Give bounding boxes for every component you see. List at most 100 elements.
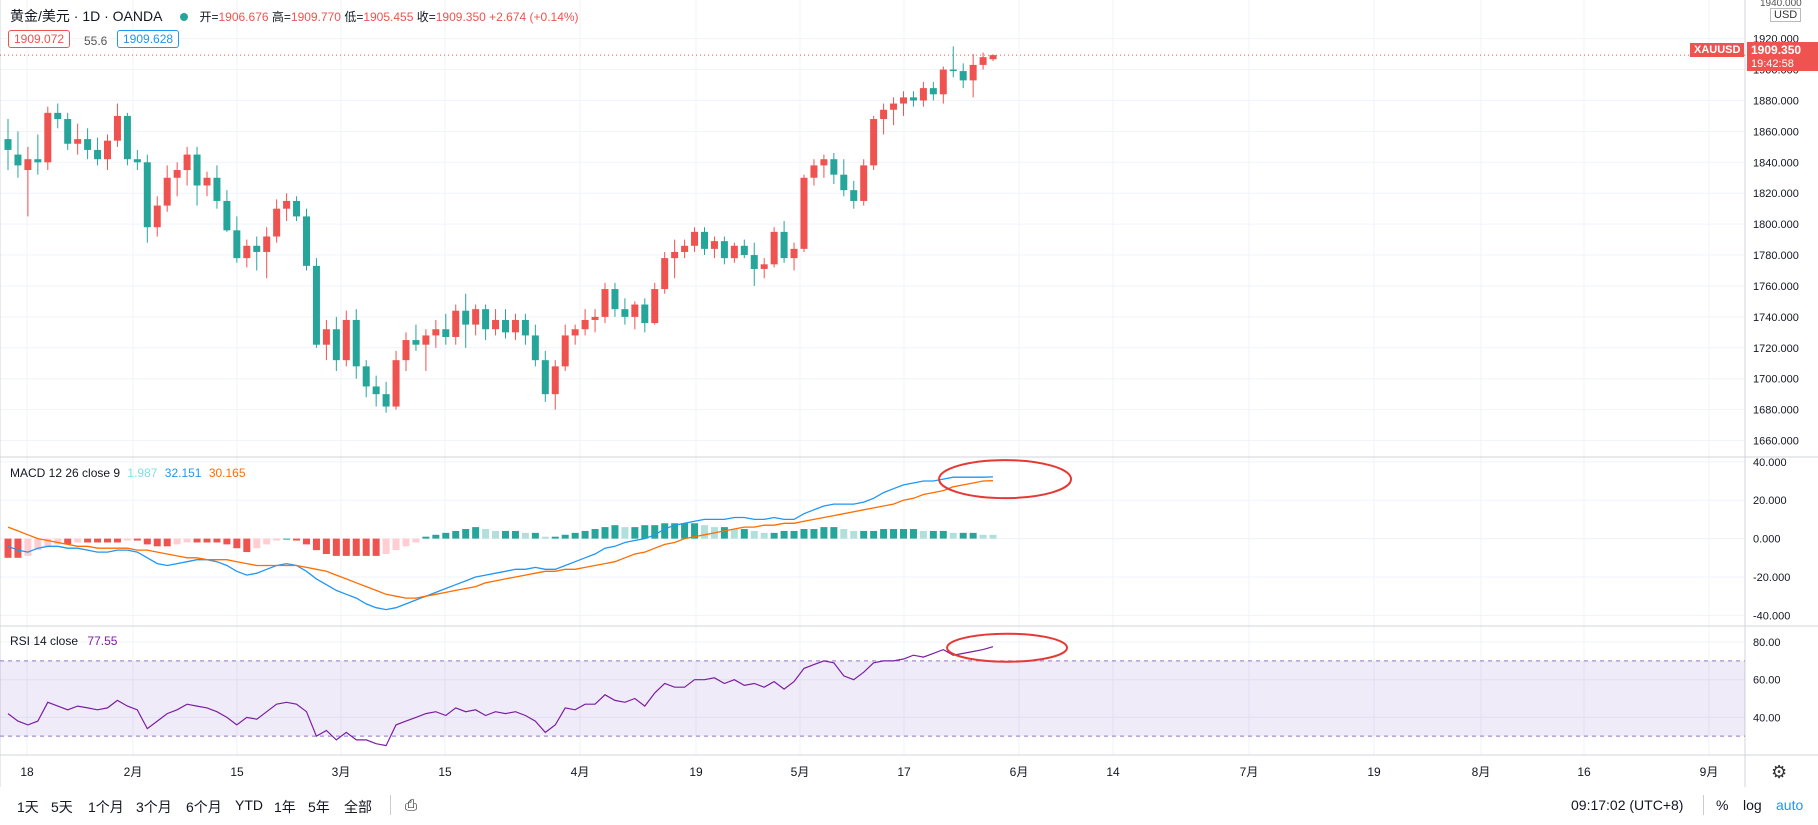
- macd-histogram-bar: [691, 523, 699, 539]
- bottom-toolbar: 1天 5天 1个月 3个月 6个月 YTD 1年 5年 全部 ⎙ 09:17:0…: [0, 787, 1818, 825]
- rsi-annotation-ellipse: [946, 632, 1069, 663]
- macd-histogram-bar: [263, 538, 271, 545]
- candle-body: [900, 97, 907, 104]
- candle-body: [4, 139, 12, 150]
- macd-histogram-bar: [332, 538, 340, 556]
- macd-signal-line: [7, 480, 994, 599]
- candle-body: [710, 241, 718, 249]
- candle-body: [651, 289, 659, 324]
- market-status-dot: [179, 12, 188, 21]
- candle-body: [14, 154, 22, 166]
- candle-body: [54, 112, 62, 120]
- range-all-button[interactable]: 全部: [344, 799, 372, 815]
- time-tick-label: 7月: [1240, 765, 1259, 779]
- macd-tick-label: 20.000: [1753, 495, 1787, 507]
- time-tick-label: 5月: [791, 765, 810, 779]
- candle-body: [939, 69, 947, 95]
- chart-svg[interactable]: 1660.0001680.0001700.0001720.0001740.000…: [0, 0, 1818, 787]
- macd-histogram-bar: [860, 530, 868, 539]
- candle-body: [581, 319, 589, 330]
- candle-body: [810, 165, 818, 178]
- rsi-title: RSI 14 close: [10, 634, 79, 648]
- candle-body: [104, 140, 111, 160]
- range-5d-button[interactable]: 5天: [51, 799, 73, 815]
- candle-body: [74, 139, 82, 144]
- range-ytd-button[interactable]: YTD: [235, 797, 263, 813]
- macd-histogram-bar: [233, 538, 241, 549]
- candle-body: [979, 57, 987, 65]
- clock-time[interactable]: 09:17:02 (UTC+8): [1571, 797, 1684, 813]
- candle-body: [303, 216, 310, 266]
- candle-body: [909, 97, 917, 101]
- macd-line-value: 32.151: [164, 466, 202, 480]
- candle-body: [173, 170, 181, 178]
- macd-signal-value: 30.165: [208, 466, 246, 480]
- macd-histogram-bar: [611, 525, 619, 539]
- candle-body: [571, 329, 579, 336]
- range-1d-button[interactable]: 1天: [17, 799, 39, 815]
- macd-histogram-bar: [581, 530, 589, 539]
- candle-body: [332, 329, 340, 361]
- spread-value: 55.6: [84, 34, 108, 48]
- macd-histogram-bar: [959, 532, 967, 539]
- macd-tick-label: -40.000: [1753, 610, 1790, 622]
- macd-histogram-bar: [720, 527, 728, 539]
- percent-toggle[interactable]: %: [1716, 797, 1729, 813]
- macd-histogram-bar: [929, 530, 937, 539]
- price-tick-label: 1840.000: [1753, 157, 1799, 169]
- gear-icon[interactable]: ⚙: [1771, 762, 1788, 782]
- candle-body: [223, 200, 231, 231]
- range-5y-button[interactable]: 5年: [308, 799, 330, 815]
- macd-histogram-bar: [293, 538, 301, 541]
- macd-histogram-bar: [701, 525, 708, 539]
- buy-price-button[interactable]: 1909.628: [117, 30, 180, 48]
- candle-body: [273, 208, 281, 237]
- candle-body: [442, 329, 450, 337]
- macd-histogram-bar: [163, 538, 171, 547]
- range-1m-button[interactable]: 1个月: [88, 799, 124, 815]
- candle-body: [730, 245, 738, 259]
- candle-body: [611, 289, 619, 310]
- candle-body: [551, 366, 559, 395]
- macd-histogram-bar: [482, 529, 490, 539]
- macd-histogram-bar: [661, 523, 669, 539]
- log-toggle[interactable]: log: [1743, 797, 1762, 813]
- macd-histogram-bar: [502, 530, 509, 539]
- ohlc-values: 开=1906.676 高=1909.770 低=1905.455 收=1909.…: [199, 10, 578, 24]
- header-legend: 黄金/美元 · 1D · OANDA 开=1906.676 高=1909.770…: [10, 6, 579, 26]
- price-tick-label: 1700.000: [1753, 374, 1799, 386]
- candle-body: [213, 177, 221, 201]
- candle-body: [44, 112, 52, 163]
- macd-histogram-bar: [362, 538, 370, 556]
- candle-body: [133, 159, 141, 163]
- price-tick-label: 1860.000: [1753, 126, 1799, 138]
- range-1y-button[interactable]: 1年: [274, 799, 296, 815]
- macd-histogram-bar: [989, 534, 997, 539]
- goto-date-icon[interactable]: ⎙: [405, 797, 418, 814]
- macd-histogram-bar: [153, 538, 161, 547]
- macd-histogram-bar: [213, 538, 221, 543]
- macd-histogram-bar: [64, 538, 72, 545]
- candle-body: [452, 310, 460, 337]
- macd-histogram-bar: [890, 529, 898, 539]
- candle-body: [233, 230, 241, 259]
- macd-histogram-bar: [133, 538, 141, 541]
- candle-body: [422, 335, 430, 345]
- candle-body: [312, 265, 320, 345]
- macd-histogram-bar: [631, 527, 639, 539]
- sell-price-button[interactable]: 1909.072: [8, 30, 71, 48]
- macd-histogram-bar: [4, 538, 12, 558]
- price-tick-label: 1880.000: [1753, 95, 1799, 107]
- candle-body: [860, 165, 868, 201]
- auto-toggle[interactable]: auto: [1776, 797, 1804, 813]
- macd-tick-label: 0.000: [1753, 534, 1781, 546]
- ticker-tag: XAUUSD: [1690, 43, 1745, 57]
- macd-histogram-bar: [830, 527, 838, 539]
- range-3m-button[interactable]: 3个月: [136, 799, 172, 815]
- high-value: 1909.770: [290, 10, 341, 24]
- range-6m-button[interactable]: 6个月: [186, 799, 222, 815]
- price-tick-label: 1800.000: [1753, 219, 1799, 231]
- currency-label[interactable]: USD: [1770, 8, 1802, 22]
- macd-histogram-bar: [84, 538, 92, 543]
- candle-body: [253, 245, 261, 252]
